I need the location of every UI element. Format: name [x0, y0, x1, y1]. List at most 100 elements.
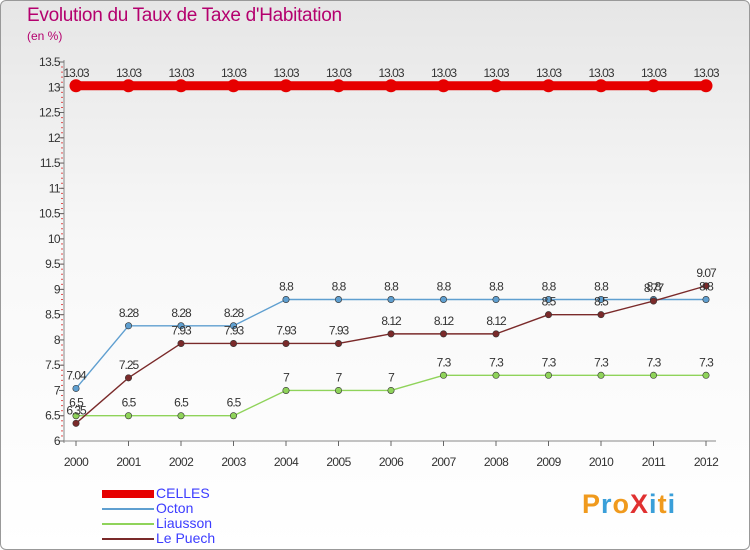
data-label-liausson: 6.5 — [227, 396, 242, 410]
data-point-octon — [177, 322, 185, 330]
data-point-liausson — [492, 371, 500, 379]
data-label-liausson: 7 — [283, 370, 290, 384]
data-label-celles: 13.03 — [326, 66, 352, 80]
y-tick-label: 9.5 — [45, 257, 61, 271]
data-point-celles — [647, 79, 660, 93]
x-tick-label: 2008 — [484, 455, 509, 469]
data-point-celles — [227, 79, 240, 93]
data-label-le-puech: 8.12 — [381, 314, 402, 328]
x-tick-label: 2004 — [274, 455, 299, 469]
data-point-liausson — [702, 371, 710, 379]
data-label-liausson: 7.3 — [647, 355, 662, 369]
data-label-le-puech: 8.12 — [434, 314, 455, 328]
data-label-celles: 13.03 — [273, 66, 299, 80]
data-point-octon — [125, 322, 133, 330]
x-tick-label: 2001 — [116, 455, 141, 469]
logo-letter: r — [601, 489, 613, 519]
data-point-octon — [230, 322, 238, 330]
data-label-celles: 13.03 — [641, 66, 667, 80]
data-point-celles — [699, 79, 713, 93]
data-label-octon: 8.8 — [437, 280, 452, 294]
data-label-octon: 8.8 — [594, 280, 609, 294]
data-point-liausson — [544, 371, 552, 379]
data-label-liausson: 6.5 — [174, 396, 189, 410]
y-tick-label: 10 — [48, 232, 61, 246]
data-label-liausson: 7.3 — [489, 355, 504, 369]
y-tick-label: 7 — [54, 383, 61, 397]
data-point-liausson — [230, 412, 238, 420]
data-point-liausson — [125, 412, 133, 420]
data-label-le-puech: 7.93 — [329, 323, 350, 337]
y-tick-label: 9 — [54, 282, 61, 296]
data-label-celles: 13.03 — [63, 66, 89, 80]
data-point-le-puech — [334, 339, 342, 347]
data-label-liausson: 7 — [388, 370, 395, 384]
data-point-celles — [489, 79, 503, 93]
data-point-celles — [279, 79, 293, 93]
legend-swatch — [102, 538, 154, 540]
y-tick-label: 11 — [49, 181, 61, 195]
data-label-liausson: 6.5 — [122, 396, 137, 410]
data-label-celles: 13.03 — [536, 66, 562, 80]
data-label-le-puech: 8.5 — [594, 295, 609, 309]
data-label-le-puech: 8.12 — [486, 314, 507, 328]
data-point-le-puech — [387, 330, 395, 338]
data-point-octon — [72, 384, 80, 392]
y-tick-label: 13 — [48, 80, 61, 94]
x-tick-label: 2007 — [431, 455, 456, 469]
data-label-le-puech: 8.77 — [644, 281, 665, 295]
data-label-liausson: 7.3 — [437, 355, 452, 369]
data-point-liausson — [387, 386, 395, 394]
data-point-le-puech — [702, 282, 710, 290]
data-point-le-puech — [597, 311, 605, 319]
data-point-le-puech — [439, 330, 447, 338]
data-label-liausson: 7.3 — [594, 355, 609, 369]
x-tick-label: 2006 — [379, 455, 404, 469]
legend-label: Le Puech — [156, 530, 216, 546]
data-point-le-puech — [282, 339, 290, 347]
chart-title: Evolution du Taux de Taxe d'Habitation — [27, 5, 342, 26]
data-label-celles: 13.03 — [693, 66, 719, 80]
y-tick-label: 6 — [54, 434, 61, 448]
data-point-celles — [384, 79, 398, 93]
data-label-octon: 8.8 — [489, 280, 504, 294]
data-label-octon: 8.8 — [699, 280, 714, 294]
data-label-liausson: 7.3 — [699, 355, 714, 369]
data-point-le-puech — [125, 374, 133, 382]
data-label-le-puech: 8.5 — [542, 295, 557, 309]
logo-letter: i — [649, 489, 658, 519]
data-point-liausson — [439, 371, 447, 379]
y-tick-label: 12 — [48, 131, 61, 145]
data-point-liausson — [282, 386, 290, 394]
legend-label: Liausson — [156, 515, 213, 531]
y-tick-label: 12.5 — [39, 106, 61, 120]
data-label-celles: 13.03 — [431, 66, 457, 80]
legend-swatch — [102, 523, 154, 525]
logo-letter: P — [582, 489, 602, 519]
data-label-liausson: 7 — [336, 370, 343, 384]
data-label-octon: 8.8 — [384, 280, 399, 294]
chart-unit-label: (en %) — [27, 29, 63, 43]
data-point-le-puech — [177, 339, 185, 347]
data-point-celles — [69, 79, 83, 93]
x-tick-label: 2012 — [694, 455, 719, 469]
data-label-celles: 13.03 — [116, 66, 142, 80]
data-label-celles: 13.03 — [221, 66, 247, 80]
data-label-le-puech: 7.93 — [224, 323, 245, 337]
data-point-octon — [387, 296, 395, 304]
legend-swatch — [102, 508, 154, 510]
y-tick-label: 7.5 — [45, 358, 61, 372]
y-tick-label: 8.5 — [45, 308, 61, 322]
data-point-octon — [439, 296, 447, 304]
data-point-octon — [492, 296, 500, 304]
y-tick-label: 6.5 — [45, 409, 61, 423]
y-tick-label: 10.5 — [39, 207, 61, 221]
data-point-celles — [332, 79, 345, 93]
data-point-le-puech — [649, 297, 657, 305]
data-label-octon: 8.28 — [119, 306, 140, 320]
data-label-le-puech: 7.93 — [171, 323, 192, 337]
logo-letter: t — [657, 489, 668, 519]
data-point-liausson — [597, 371, 605, 379]
data-label-celles: 13.03 — [168, 66, 194, 80]
